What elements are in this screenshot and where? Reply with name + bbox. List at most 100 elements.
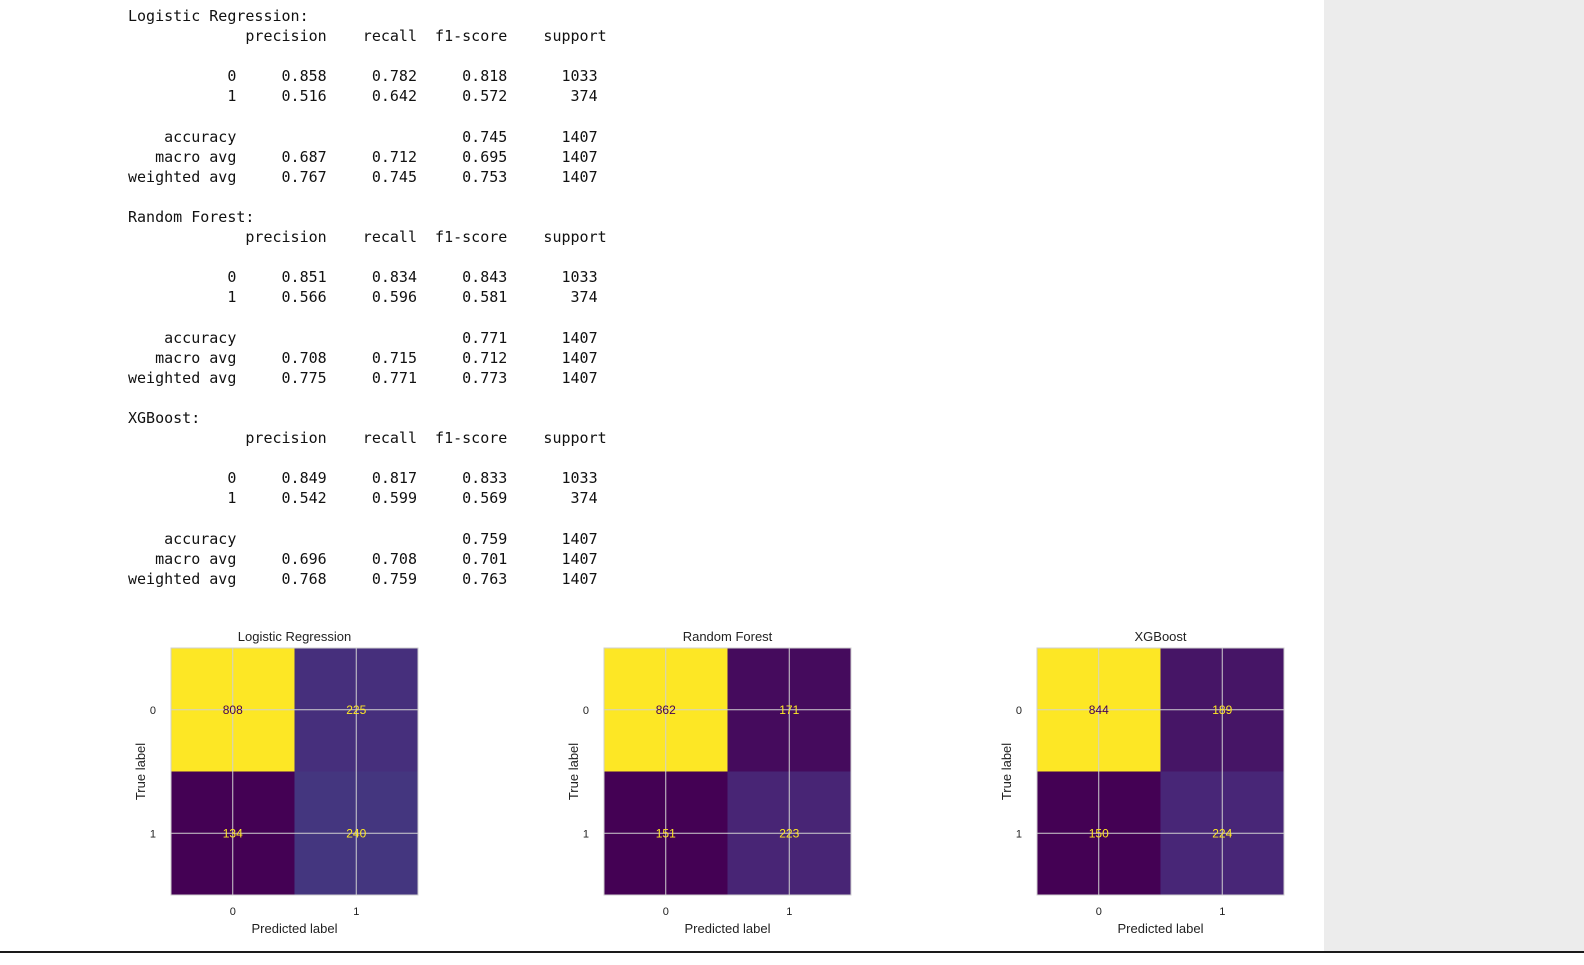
support-cell: 374 (507, 288, 597, 306)
row-label: 1 (128, 489, 236, 507)
precision-cell: 0.768 (236, 570, 326, 588)
support-cell: 1407 (507, 148, 597, 166)
col-header: precision (128, 429, 327, 447)
col-header: support (507, 27, 606, 45)
precision-cell: 0.775 (236, 369, 326, 387)
bottom-strip (0, 953, 1584, 965)
f1-cell: 0.843 (417, 268, 507, 286)
cell-value-label: 223 (779, 826, 799, 840)
support-cell: 1407 (507, 369, 597, 387)
report-row: macro avg 0.696 0.708 0.701 1407 (128, 550, 598, 568)
precision-cell: 0.696 (236, 550, 326, 568)
cell-value-label: 150 (1089, 826, 1109, 840)
confusion-matrix-random-forest: Random Forest 862 171 151 223 0 1 0 1 Predicted l… (563, 622, 863, 942)
x-tick-label: 1 (1219, 906, 1225, 918)
col-header: f1-score (417, 429, 507, 447)
precision-cell: 0.767 (236, 168, 326, 186)
row-label: 1 (128, 288, 236, 306)
precision-cell (236, 530, 326, 548)
recall-cell: 0.782 (327, 67, 417, 85)
y-tick-label: 1 (1016, 828, 1022, 840)
cell-value-label: 189 (1212, 703, 1232, 717)
f1-cell: 0.818 (417, 67, 507, 85)
recall-cell: 0.771 (327, 369, 417, 387)
report-row: weighted avg 0.767 0.745 0.753 1407 (128, 168, 598, 186)
y-tick-label: 0 (1016, 705, 1022, 717)
cell-value-label: 240 (346, 826, 366, 840)
col-header: recall (327, 429, 417, 447)
col-header: support (507, 228, 606, 246)
row-label: weighted avg (128, 570, 236, 588)
f1-cell: 0.763 (417, 570, 507, 588)
y-axis-label: True label (566, 743, 581, 800)
row-label: macro avg (128, 349, 236, 367)
col-header: precision (128, 27, 327, 45)
precision-cell (236, 329, 326, 347)
recall-cell (327, 530, 417, 548)
y-tick-label: 0 (150, 705, 156, 717)
support-cell: 1033 (507, 67, 597, 85)
precision-cell: 0.542 (236, 489, 326, 507)
row-label: 0 (128, 67, 236, 85)
recall-cell: 0.712 (327, 148, 417, 166)
support-cell: 1033 (507, 268, 597, 286)
y-axis-label: True label (999, 743, 1014, 800)
x-tick-label: 0 (663, 906, 669, 918)
x-axis-label: Predicted label (1118, 921, 1204, 936)
row-label: 0 (128, 268, 236, 286)
recall-cell: 0.745 (327, 168, 417, 186)
confusion-matrix-xgboost: XGBoost 844 189 150 224 0 1 0 1 Predicted label Tr… (996, 622, 1296, 942)
report-row: 1 0.516 0.642 0.572 374 (128, 87, 598, 105)
recall-cell: 0.642 (327, 87, 417, 105)
report-row: 1 0.542 0.599 0.569 374 (128, 489, 598, 507)
report-row: weighted avg 0.768 0.759 0.763 1407 (128, 570, 598, 588)
recall-cell: 0.708 (327, 550, 417, 568)
confusion-matrix-logistic-regression: Logistic Regression 808 225 134 240 0 1 0 1 Predi… (130, 622, 430, 942)
support-cell: 1033 (507, 469, 597, 487)
support-cell: 1407 (507, 349, 597, 367)
f1-cell: 0.712 (417, 349, 507, 367)
cell-value-label: 808 (223, 703, 243, 717)
chart-title: XGBoost (1134, 629, 1186, 644)
row-label: accuracy (128, 329, 236, 347)
col-header: recall (327, 27, 417, 45)
precision-cell: 0.858 (236, 67, 326, 85)
recall-cell: 0.715 (327, 349, 417, 367)
classification-report-logistic-regression: Logistic Regression: precision recall f1… (128, 6, 607, 187)
cell-value-label: 171 (779, 703, 799, 717)
f1-cell: 0.745 (417, 128, 507, 146)
report-row: accuracy 0.745 1407 (128, 128, 598, 146)
cell-value-label: 844 (1089, 703, 1109, 717)
x-tick-label: 0 (230, 906, 236, 918)
x-tick-label: 0 (1096, 906, 1102, 918)
cell-value-label: 225 (346, 703, 366, 717)
col-header: f1-score (417, 228, 507, 246)
f1-cell: 0.759 (417, 530, 507, 548)
precision-cell (236, 128, 326, 146)
report-row: 0 0.858 0.782 0.818 1033 (128, 67, 598, 85)
notebook-output-area: Logistic Regression: precision recall f1… (0, 0, 1324, 953)
x-tick-label: 1 (786, 906, 792, 918)
support-cell: 1407 (507, 168, 597, 186)
col-header: support (507, 429, 606, 447)
support-cell: 1407 (507, 128, 597, 146)
y-tick-label: 1 (583, 828, 589, 840)
report-row: macro avg 0.708 0.715 0.712 1407 (128, 349, 598, 367)
cell-value-label: 134 (223, 826, 243, 840)
recall-cell: 0.596 (327, 288, 417, 306)
recall-cell: 0.759 (327, 570, 417, 588)
cell-value-label: 224 (1212, 826, 1232, 840)
y-tick-label: 0 (583, 705, 589, 717)
f1-cell: 0.695 (417, 148, 507, 166)
cell-value-label: 151 (656, 826, 676, 840)
f1-cell: 0.569 (417, 489, 507, 507)
recall-cell: 0.817 (327, 469, 417, 487)
support-cell: 1407 (507, 570, 597, 588)
recall-cell: 0.834 (327, 268, 417, 286)
f1-cell: 0.572 (417, 87, 507, 105)
support-cell: 374 (507, 489, 597, 507)
row-label: weighted avg (128, 369, 236, 387)
row-label: macro avg (128, 550, 236, 568)
report-row: accuracy 0.759 1407 (128, 530, 598, 548)
report-row: 1 0.566 0.596 0.581 374 (128, 288, 598, 306)
